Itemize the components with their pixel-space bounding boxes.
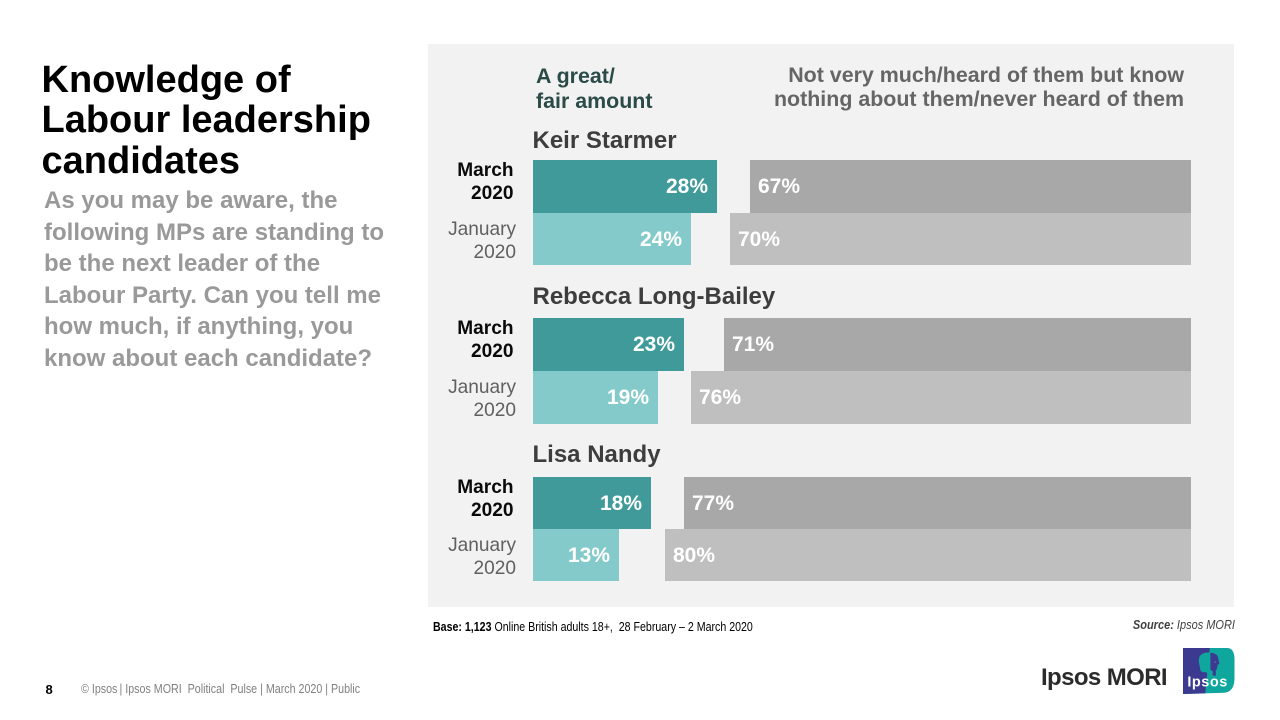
svg-text:Ipsos: Ipsos <box>1187 675 1227 691</box>
